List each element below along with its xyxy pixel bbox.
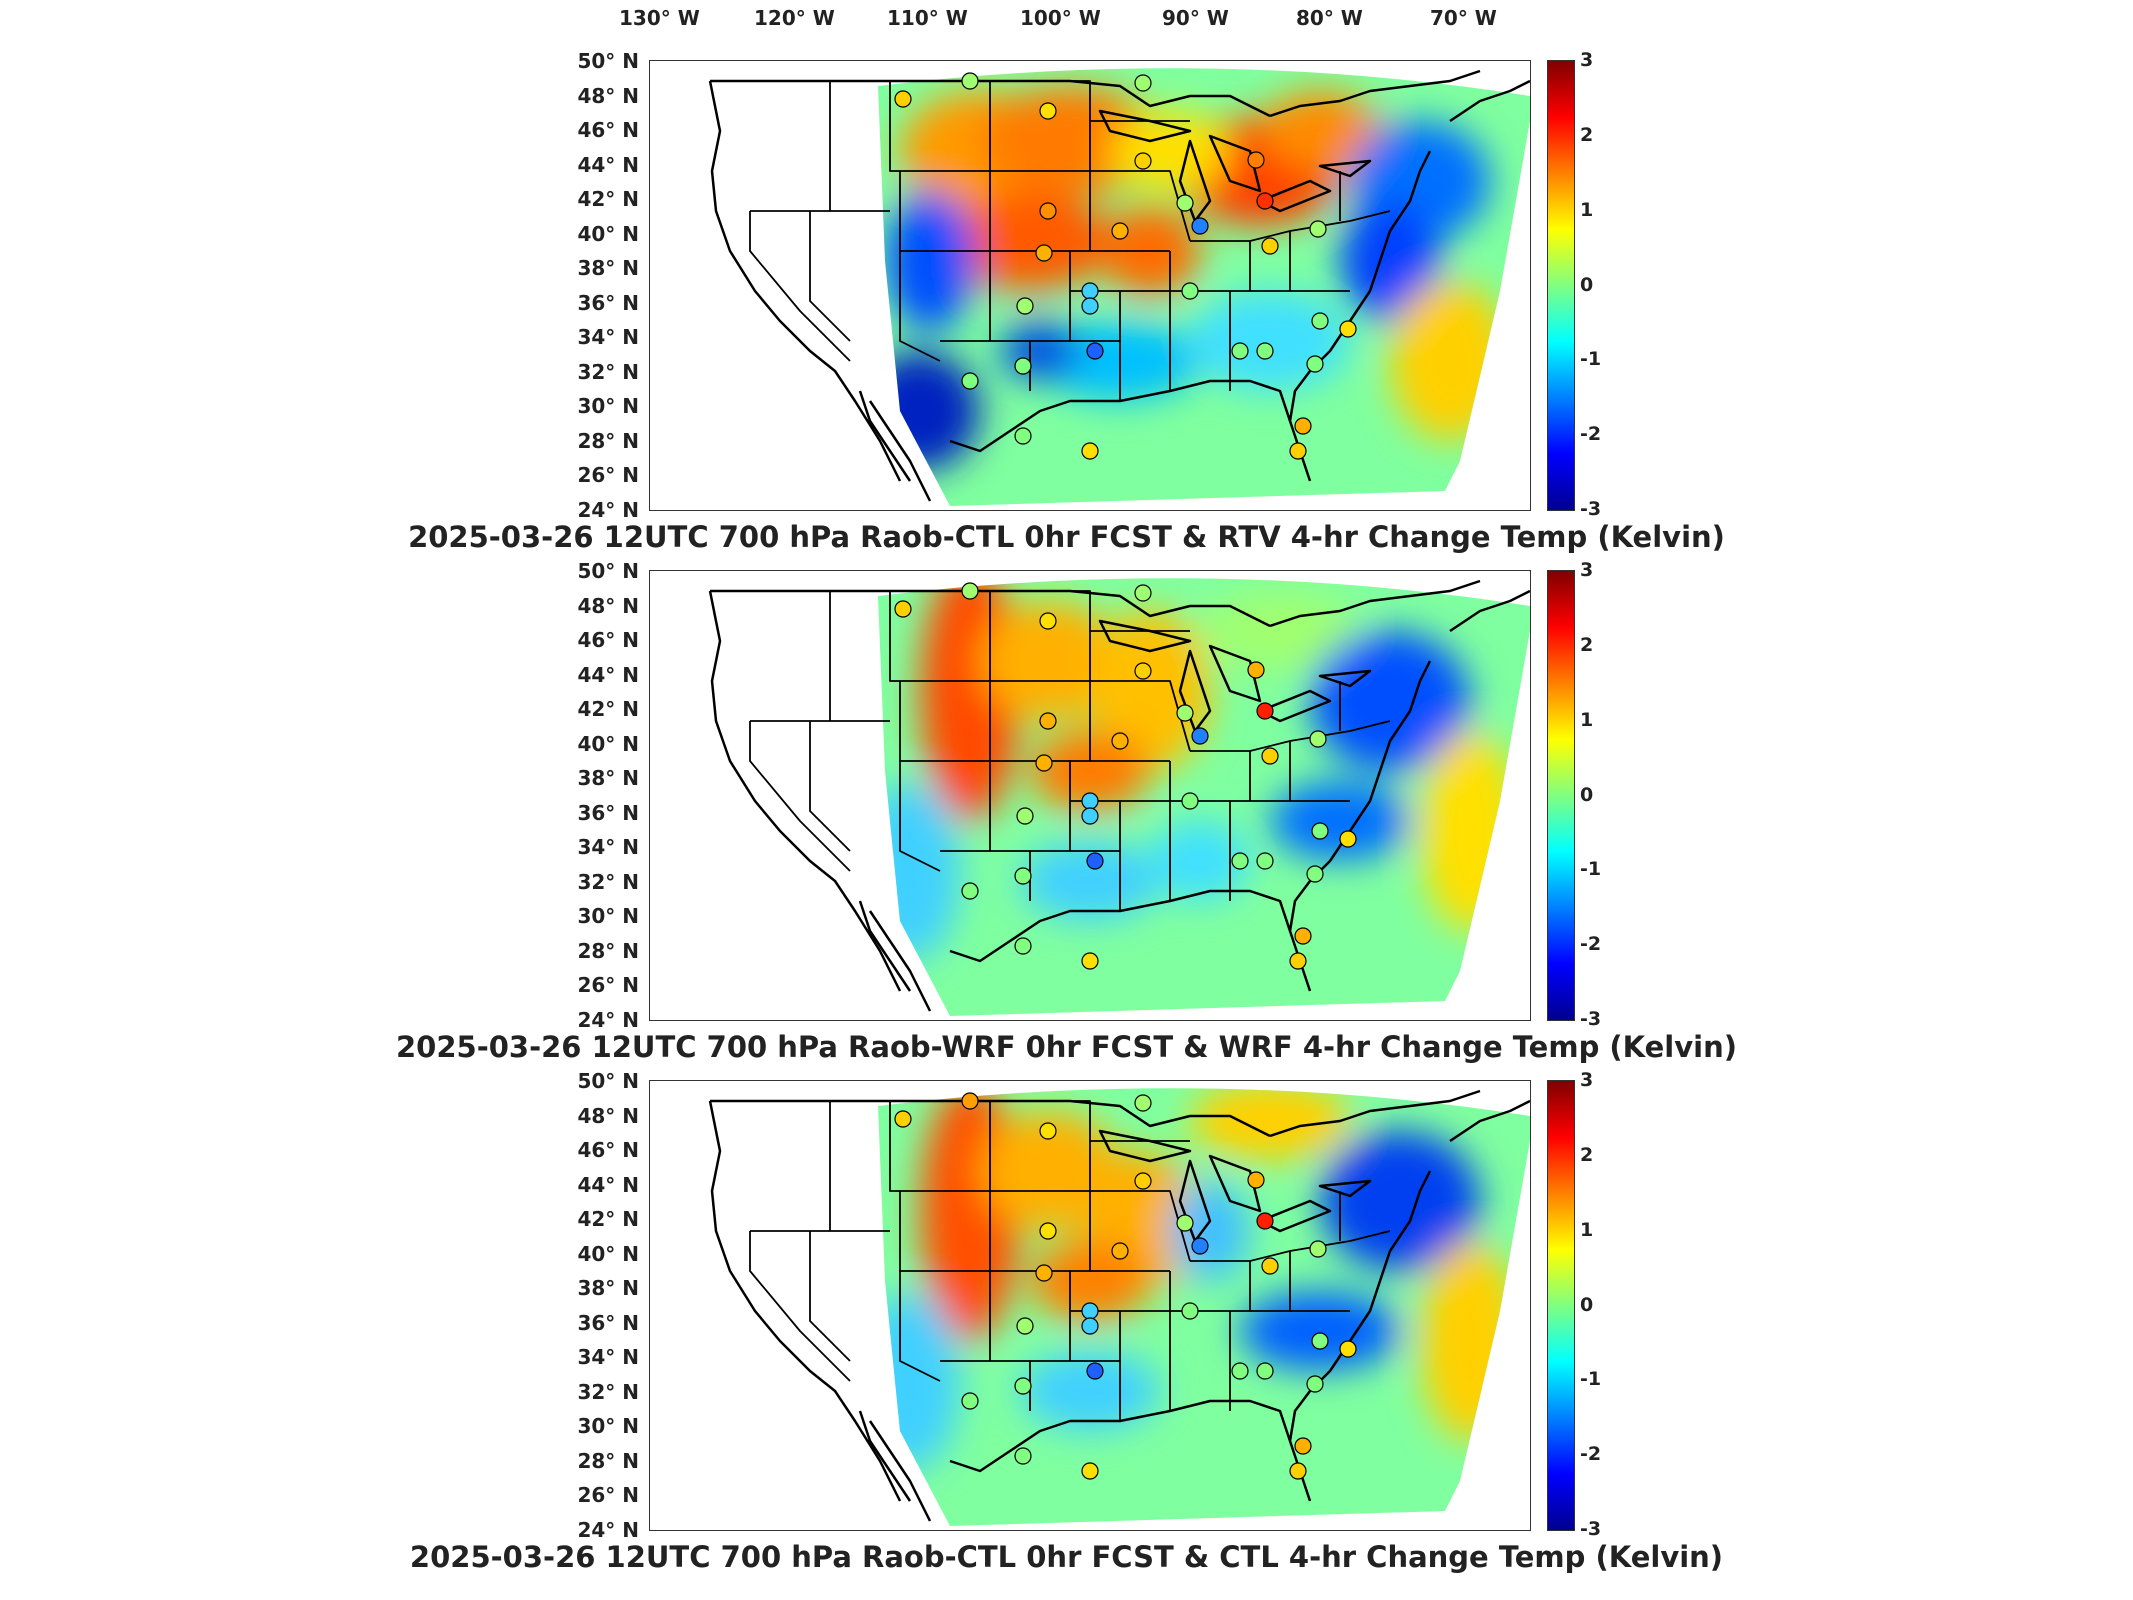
lat-label: 40° N (577, 222, 639, 246)
lat-label: 48° N (577, 594, 639, 618)
colorbar-tick: 0 (1580, 784, 1594, 806)
lon-label: 130° W (619, 6, 700, 30)
lat-label: 50° N (577, 559, 639, 583)
lat-label: 44° N (577, 153, 639, 177)
lat-label: 36° N (577, 1311, 639, 1335)
lat-label: 28° N (577, 939, 639, 963)
lon-label: 120° W (754, 6, 835, 30)
lat-label: 38° N (577, 1276, 639, 1300)
colorbar-tick: 3 (1580, 49, 1594, 71)
colorbar-tick: -3 (1580, 1008, 1602, 1030)
colorbar-tick: -2 (1580, 933, 1602, 955)
map-panel-3: 50° N 48° N 46° N 44° N 42° N 40° N 38° N 36° N… (0, 1069, 2133, 1590)
colorbar-tick: -2 (1580, 423, 1602, 445)
lat-label: 26° N (577, 973, 639, 997)
lat-label: 46° N (577, 1138, 639, 1162)
lat-label: 38° N (577, 766, 639, 790)
lat-label: 26° N (577, 463, 639, 487)
lon-label: 90° W (1162, 6, 1229, 30)
lat-label: 48° N (577, 1104, 639, 1128)
lat-label: 48° N (577, 84, 639, 108)
colorbar (1547, 1080, 1575, 1531)
colorbar-tick: -3 (1580, 1518, 1602, 1540)
lat-label: 38° N (577, 256, 639, 280)
lat-label: 42° N (577, 1207, 639, 1231)
lat-label: 50° N (577, 1069, 639, 1093)
lon-label: 70° W (1430, 6, 1497, 30)
lat-label: 42° N (577, 697, 639, 721)
colorbar-tick: 2 (1580, 634, 1594, 656)
lat-label: 26° N (577, 1483, 639, 1507)
colorbar-tick: 2 (1580, 124, 1594, 146)
lat-label: 34° N (577, 325, 639, 349)
colorbar-tick: 3 (1580, 1069, 1594, 1091)
colorbar (1547, 60, 1575, 511)
lat-label: 34° N (577, 835, 639, 859)
map-panel-1: 50° N 48° N 46° N 44° N 42° N 40° N 38° N 36° N… (0, 49, 2133, 570)
lat-label: 46° N (577, 118, 639, 142)
panel-title: 2025-03-26 12UTC 700 hPa Raob-WRF 0hr FC… (395, 1030, 1737, 1064)
lat-label: 34° N (577, 1345, 639, 1369)
colorbar-tick: -1 (1580, 858, 1602, 880)
colorbar-tick: 2 (1580, 1144, 1594, 1166)
lat-label: 28° N (577, 429, 639, 453)
colorbar-tick: -1 (1580, 348, 1602, 370)
lon-label: 100° W (1020, 6, 1101, 30)
colorbar-tick: -3 (1580, 498, 1602, 520)
colorbar-tick: 0 (1580, 274, 1594, 296)
lon-label: 80° W (1296, 6, 1363, 30)
panel-title: 2025-03-26 12UTC 700 hPa Raob-CTL 0hr FC… (408, 520, 1725, 554)
lat-label: 36° N (577, 801, 639, 825)
temperature-map (649, 1080, 1531, 1531)
lat-label: 44° N (577, 1173, 639, 1197)
lat-label: 32° N (577, 870, 639, 894)
lat-label: 50° N (577, 49, 639, 73)
panel-title: 2025-03-26 12UTC 700 hPa Raob-CTL 0hr FC… (409, 1540, 1724, 1574)
map-svg (708, 571, 1530, 1020)
lon-label: 110° W (887, 6, 968, 30)
lat-label: 32° N (577, 1380, 639, 1404)
lat-label: 24° N (577, 1008, 639, 1032)
colorbar-tick: 1 (1580, 199, 1594, 221)
lat-label: 30° N (577, 904, 639, 928)
map-svg (708, 1081, 1530, 1530)
lat-label: 46° N (577, 628, 639, 652)
colorbar-tick: -2 (1580, 1443, 1602, 1465)
colorbar-tick: 1 (1580, 1219, 1594, 1241)
colorbar-tick: 3 (1580, 559, 1594, 581)
colorbar-tick: 1 (1580, 709, 1594, 731)
lat-label: 40° N (577, 1242, 639, 1266)
temperature-map (649, 60, 1531, 511)
colorbar-tick: -1 (1580, 1368, 1602, 1390)
colorbar (1547, 570, 1575, 1021)
lat-label: 36° N (577, 291, 639, 315)
lat-label: 40° N (577, 732, 639, 756)
lat-label: 24° N (577, 498, 639, 522)
lat-label: 42° N (577, 187, 639, 211)
lat-label: 28° N (577, 1449, 639, 1473)
map-panel-2: 50° N 48° N 46° N 44° N 42° N 40° N 38° N 36° N… (0, 559, 2133, 1080)
lat-label: 30° N (577, 394, 639, 418)
map-svg (708, 61, 1530, 510)
lat-label: 32° N (577, 360, 639, 384)
lat-label: 44° N (577, 663, 639, 687)
lat-label: 24° N (577, 1518, 639, 1542)
colorbar-tick: 0 (1580, 1294, 1594, 1316)
temperature-map (649, 570, 1531, 1021)
lat-label: 30° N (577, 1414, 639, 1438)
